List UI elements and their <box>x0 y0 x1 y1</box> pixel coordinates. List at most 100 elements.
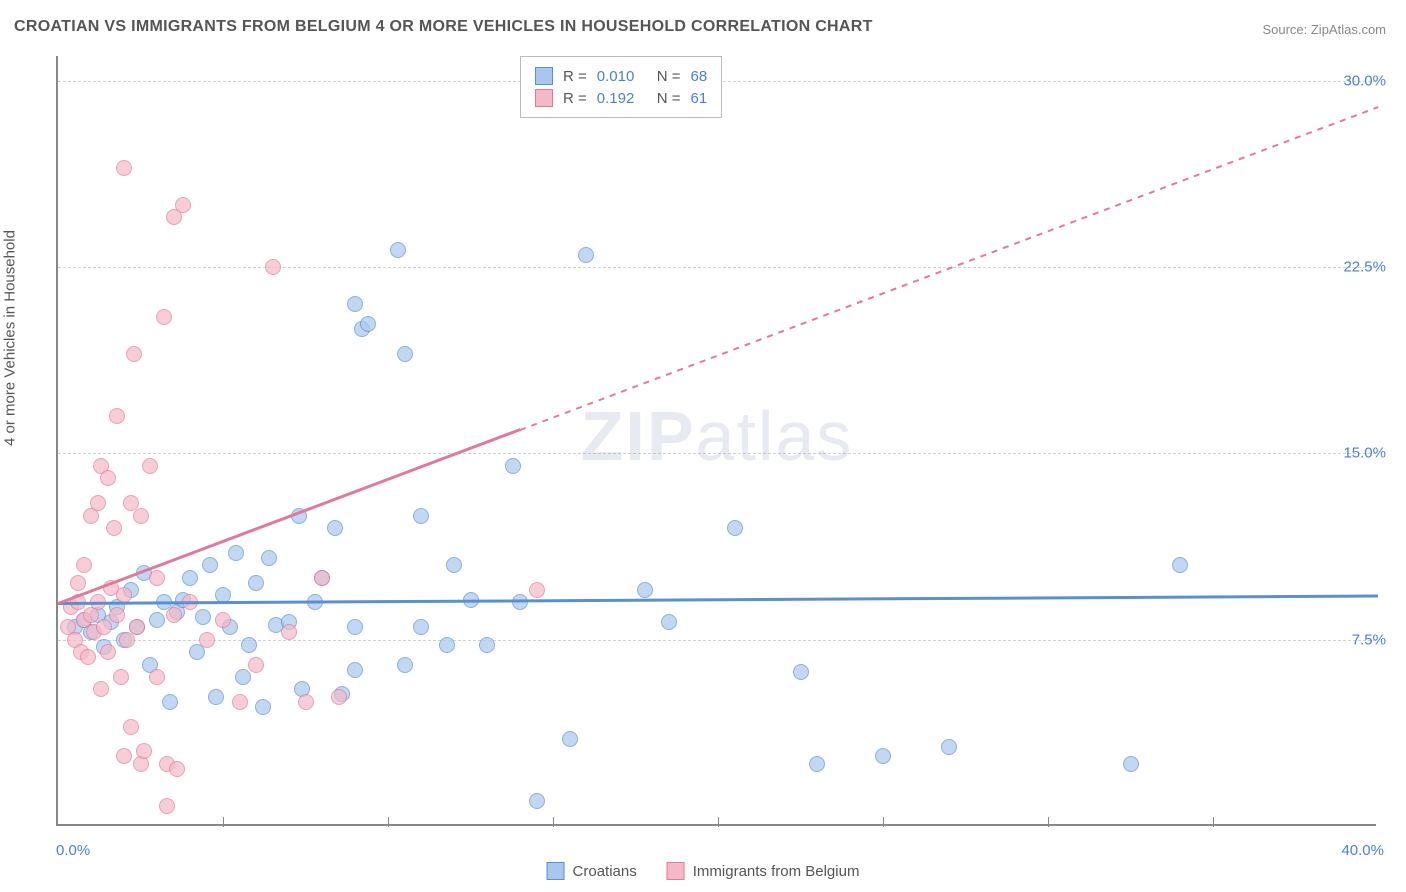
data-point <box>133 508 149 524</box>
data-point <box>166 607 182 623</box>
data-point <box>265 259 281 275</box>
y-tick-label: 22.5% <box>1343 259 1386 276</box>
swatch-croatians <box>535 67 553 85</box>
data-point <box>505 458 521 474</box>
data-point <box>479 637 495 653</box>
chart-title: CROATIAN VS IMMIGRANTS FROM BELGIUM 4 OR… <box>14 18 873 36</box>
data-point <box>529 793 545 809</box>
data-point <box>232 694 248 710</box>
data-point <box>215 612 231 628</box>
y-tick-label: 30.0% <box>1343 72 1386 89</box>
data-point <box>512 594 528 610</box>
stats-legend-box: R = 0.010 N = 68 R = 0.192 N = 61 <box>520 56 722 118</box>
data-point <box>195 609 211 625</box>
data-point <box>727 520 743 536</box>
data-point <box>202 557 218 573</box>
data-point <box>248 575 264 591</box>
data-point <box>347 662 363 678</box>
swatch-belgium <box>535 89 553 107</box>
data-point <box>159 798 175 814</box>
x-tick <box>1213 817 1214 827</box>
data-point <box>142 458 158 474</box>
data-point <box>529 582 545 598</box>
watermark-zip: ZIP <box>581 397 696 475</box>
data-point <box>109 607 125 623</box>
data-point <box>255 699 271 715</box>
x-tick <box>883 817 884 827</box>
data-point <box>413 619 429 635</box>
chart-container: CROATIAN VS IMMIGRANTS FROM BELGIUM 4 OR… <box>0 0 1406 892</box>
stats-n-value-belgium: 61 <box>691 90 708 107</box>
data-point <box>360 316 376 332</box>
data-point <box>413 508 429 524</box>
trend-line <box>58 429 521 605</box>
stats-row-belgium: R = 0.192 N = 61 <box>535 87 707 109</box>
data-point <box>100 644 116 660</box>
data-point <box>96 619 112 635</box>
data-point <box>129 619 145 635</box>
data-point <box>76 557 92 573</box>
gridline <box>58 453 1376 454</box>
data-point <box>175 197 191 213</box>
data-point <box>562 731 578 747</box>
legend-item-croatians: Croatians <box>547 862 637 880</box>
stats-row-croatians: R = 0.010 N = 68 <box>535 65 707 87</box>
x-axis-max-label: 40.0% <box>1341 842 1384 859</box>
data-point <box>390 242 406 258</box>
data-point <box>116 160 132 176</box>
data-point <box>149 612 165 628</box>
data-point <box>1123 756 1139 772</box>
data-point <box>149 570 165 586</box>
data-point <box>327 520 343 536</box>
data-point <box>875 748 891 764</box>
data-point <box>80 649 96 665</box>
legend-swatch-croatians <box>547 862 565 880</box>
data-point <box>235 669 251 685</box>
x-axis-min-label: 0.0% <box>56 842 90 859</box>
stats-r-value-belgium: 0.192 <box>597 90 647 107</box>
data-point <box>106 520 122 536</box>
trend-line <box>58 595 1378 605</box>
y-axis-label: 4 or more Vehicles in Household <box>2 230 19 446</box>
data-point <box>261 550 277 566</box>
legend-label-belgium: Immigrants from Belgium <box>693 863 860 880</box>
data-point <box>281 624 297 640</box>
data-point <box>228 545 244 561</box>
data-point <box>578 247 594 263</box>
stats-r-label: R = <box>563 90 587 107</box>
data-point <box>123 719 139 735</box>
x-tick <box>1048 817 1049 827</box>
data-point <box>397 657 413 673</box>
watermark-atlas: atlas <box>696 397 854 475</box>
source-label: Source: ZipAtlas.com <box>1262 22 1386 37</box>
data-point <box>208 689 224 705</box>
x-tick <box>718 817 719 827</box>
data-point <box>637 582 653 598</box>
data-point <box>113 669 129 685</box>
data-point <box>298 694 314 710</box>
data-point <box>93 681 109 697</box>
trend-line <box>520 106 1379 431</box>
data-point <box>136 743 152 759</box>
y-tick-label: 15.0% <box>1343 445 1386 462</box>
data-point <box>149 669 165 685</box>
stats-n-label: N = <box>657 68 681 85</box>
x-tick <box>223 817 224 827</box>
data-point <box>241 637 257 653</box>
legend-swatch-belgium <box>667 862 685 880</box>
data-point <box>446 557 462 573</box>
legend: Croatians Immigrants from Belgium <box>547 862 860 880</box>
data-point <box>116 748 132 764</box>
legend-item-belgium: Immigrants from Belgium <box>667 862 860 880</box>
data-point <box>156 309 172 325</box>
data-point <box>809 756 825 772</box>
stats-n-value-croatians: 68 <box>691 68 708 85</box>
data-point <box>941 739 957 755</box>
x-tick <box>553 817 554 827</box>
data-point <box>1172 557 1188 573</box>
data-point <box>793 664 809 680</box>
legend-label-croatians: Croatians <box>573 863 637 880</box>
y-tick-label: 7.5% <box>1352 631 1386 648</box>
stats-r-value-croatians: 0.010 <box>597 68 647 85</box>
plot-area: ZIPatlas <box>56 56 1376 826</box>
